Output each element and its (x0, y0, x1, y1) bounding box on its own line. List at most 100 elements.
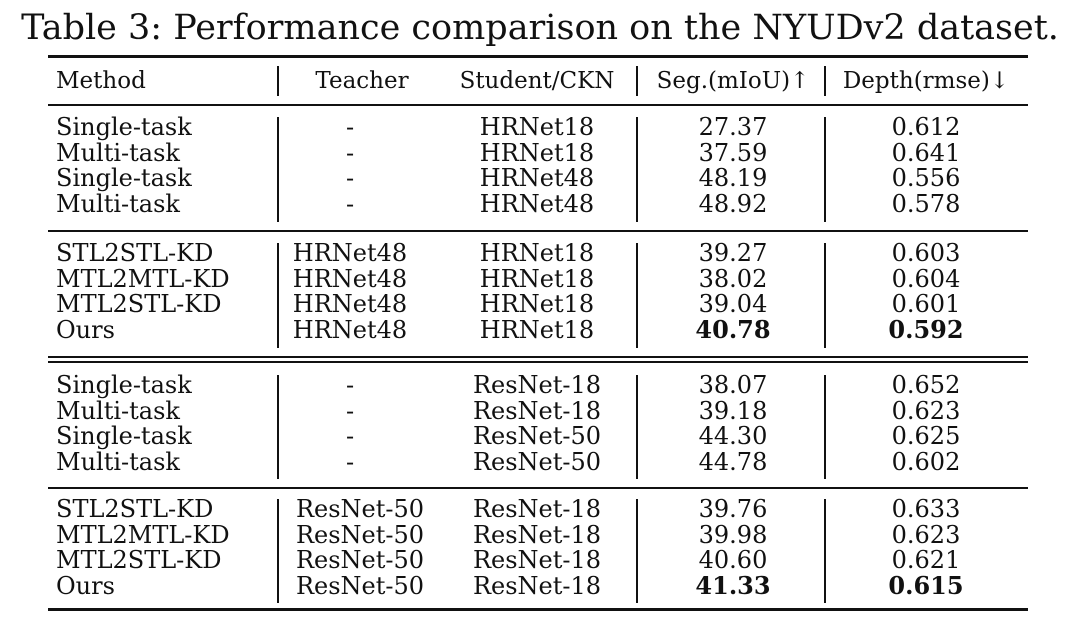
depth-rmse-cell: 0.623 (891, 396, 961, 425)
student-cell: HRNet18 (479, 316, 595, 345)
depth-rmse-cell: 0.652 (891, 371, 961, 399)
header-teacher: Teacher (315, 68, 409, 94)
teacher-cell: HRNet48 (292, 290, 408, 319)
teacher-cell: - (345, 448, 355, 477)
student-cell: ResNet-18 (472, 396, 602, 425)
student-cell: HRNet48 (479, 190, 595, 219)
seg-miou-cell: 44.78 (698, 448, 768, 477)
teacher-cell: ResNet-50 (295, 572, 425, 601)
student-cell: HRNet18 (479, 138, 595, 167)
column-separator (277, 117, 279, 222)
teacher-cell: - (345, 113, 355, 141)
method-cell: Single-task (56, 371, 192, 399)
header-seg-miou: Seg.(mIoU)↑ (656, 68, 810, 94)
teacher-cell: - (345, 138, 355, 167)
method-cell: Single-task (56, 422, 192, 451)
table-row: MTL2MTL-KD HRNet48 HRNet18 38.02 0.604 (0, 266, 1080, 292)
method-cell: Ours (56, 572, 115, 601)
depth-rmse-cell: 0.603 (891, 239, 961, 267)
teacher-cell: - (345, 422, 355, 451)
double-rule-top (48, 356, 1028, 358)
teacher-cell: HRNet48 (292, 239, 408, 267)
student-cell: HRNet18 (479, 239, 595, 267)
table-row: Ours HRNet48 HRNet18 40.78 0.592 (0, 315, 1080, 345)
group-rule (48, 230, 1028, 232)
depth-rmse-cell: 0.641 (891, 138, 961, 167)
table-row: MTL2MTL-KD ResNet-50 ResNet-18 39.98 0.623 (0, 522, 1080, 548)
student-cell: ResNet-18 (472, 572, 602, 601)
depth-rmse-cell: 0.578 (891, 190, 961, 219)
student-cell: ResNet-18 (472, 495, 602, 523)
table-row: Multi-task - HRNet48 48.92 0.578 (0, 191, 1080, 217)
depth-rmse-cell: 0.604 (891, 264, 961, 293)
table-header-row: Method Teacher Student/CKN Seg.(mIoU)↑ D… (0, 66, 1080, 94)
depth-rmse-cell: 0.633 (891, 495, 961, 523)
teacher-cell: - (345, 371, 355, 399)
seg-miou-cell: 40.60 (698, 546, 768, 575)
seg-miou-cell: 41.33 (695, 571, 771, 601)
method-cell: Ours (56, 316, 115, 345)
teacher-cell: HRNet48 (292, 264, 408, 293)
depth-rmse-cell: 0.621 (891, 546, 961, 575)
depth-rmse-cell: 0.612 (891, 113, 961, 141)
student-cell: HRNet48 (479, 164, 595, 193)
header-depth-rmse: Depth(rmse)↓ (842, 68, 1010, 94)
method-cell: MTL2STL-KD (56, 546, 222, 575)
method-cell: Multi-task (56, 190, 180, 219)
depth-rmse-cell: 0.625 (891, 422, 961, 451)
table-row: Multi-task - ResNet-18 39.18 0.623 (0, 398, 1080, 424)
method-cell: Single-task (56, 113, 192, 141)
table-row: Single-task - ResNet-50 44.30 0.625 (0, 423, 1080, 449)
depth-rmse-cell: 0.623 (891, 520, 961, 549)
table-row: Multi-task - HRNet18 37.59 0.641 (0, 140, 1080, 166)
depth-rmse-cell: 0.601 (891, 290, 961, 319)
column-separator (636, 117, 638, 222)
column-separator (636, 499, 638, 603)
seg-miou-cell: 27.37 (698, 113, 768, 141)
seg-miou-cell: 39.98 (698, 520, 768, 549)
table-row: Single-task - HRNet18 27.37 0.612 (0, 114, 1080, 140)
column-separator (636, 375, 638, 479)
seg-miou-cell: 39.76 (698, 495, 768, 523)
teacher-cell: HRNet48 (292, 316, 408, 345)
seg-miou-cell: 37.59 (698, 138, 768, 167)
column-separator (824, 375, 826, 479)
bottom-rule (48, 608, 1028, 611)
seg-miou-cell: 40.78 (695, 315, 771, 345)
seg-miou-cell: 38.02 (698, 264, 768, 293)
depth-rmse-cell: 0.592 (888, 315, 964, 345)
student-cell: ResNet-18 (472, 520, 602, 549)
header-method: Method (56, 68, 146, 94)
table-row: Single-task - ResNet-18 38.07 0.652 (0, 372, 1080, 398)
seg-miou-cell: 44.30 (698, 422, 768, 451)
table-row: MTL2STL-KD HRNet48 HRNet18 39.04 0.601 (0, 291, 1080, 317)
depth-rmse-cell: 0.556 (891, 164, 961, 193)
seg-miou-cell: 48.92 (698, 190, 768, 219)
seg-miou-cell: 39.27 (698, 239, 768, 267)
method-cell: Multi-task (56, 448, 180, 477)
teacher-cell: ResNet-50 (295, 546, 425, 575)
teacher-cell: - (345, 164, 355, 193)
student-cell: HRNet18 (479, 113, 595, 141)
depth-rmse-cell: 0.602 (891, 448, 961, 477)
seg-miou-cell: 39.04 (698, 290, 768, 319)
method-cell: Multi-task (56, 138, 180, 167)
method-cell: STL2STL-KD (56, 239, 214, 267)
table-row: Ours ResNet-50 ResNet-18 41.33 0.615 (0, 571, 1080, 601)
student-cell: ResNet-50 (472, 448, 602, 477)
depth-rmse-cell: 0.615 (888, 571, 964, 601)
top-rule (48, 55, 1028, 58)
student-cell: HRNet18 (479, 264, 595, 293)
method-cell: Single-task (56, 164, 192, 193)
column-separator (277, 66, 279, 96)
teacher-cell: ResNet-50 (295, 520, 425, 549)
seg-miou-cell: 39.18 (698, 396, 768, 425)
double-rule-bottom (48, 361, 1028, 363)
table-row: STL2STL-KD HRNet48 HRNet18 39.27 0.603 (0, 240, 1080, 266)
seg-miou-cell: 38.07 (698, 371, 768, 399)
table-caption: Table 3: Performance comparison on the N… (21, 8, 1059, 48)
column-separator (636, 66, 638, 96)
column-separator (277, 243, 279, 348)
column-separator (277, 499, 279, 603)
seg-miou-cell: 48.19 (698, 164, 768, 193)
